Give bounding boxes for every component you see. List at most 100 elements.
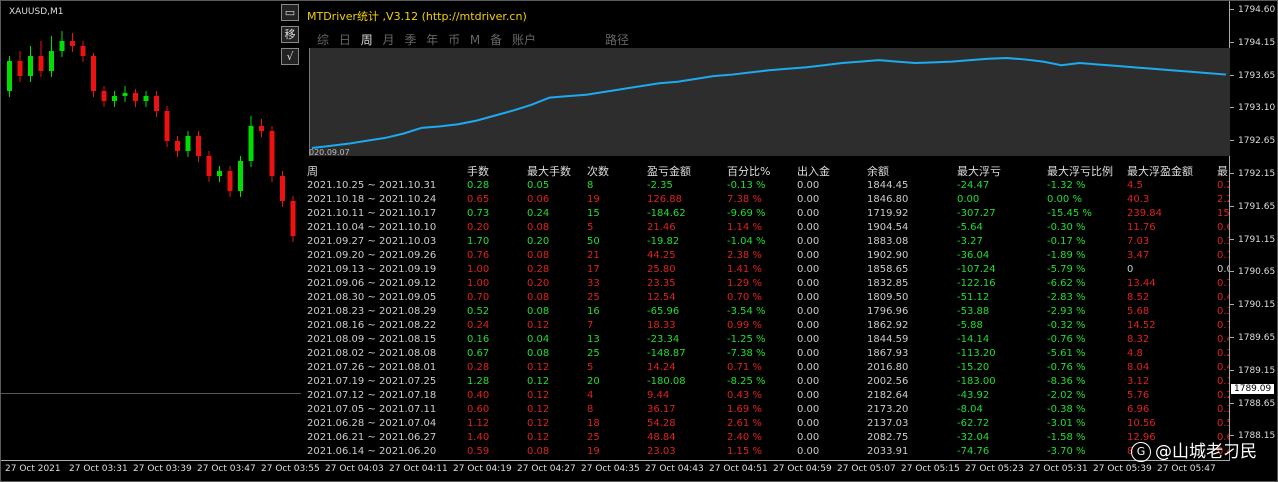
cell-profit: 48.84 bbox=[647, 432, 676, 443]
table-row[interactable]: 2021.06.21 ~ 2021.06.27 1.40 0.12 25 48.84 2.… bbox=[307, 431, 1229, 445]
equity-start-date: 020.09.07 bbox=[309, 148, 350, 157]
header-max-drawdown[interactable]: 最大浮亏 bbox=[957, 165, 1001, 178]
watermark: G @山城老刁民 bbox=[1131, 437, 1257, 462]
table-row[interactable]: 2021.06.14 ~ 2021.06.20 0.59 0.08 19 23.03 1.… bbox=[307, 445, 1229, 459]
tab-path[interactable]: 路径 bbox=[605, 33, 630, 47]
header-balance[interactable]: 余额 bbox=[867, 165, 889, 178]
cell-max-drawdown: -32.04 bbox=[957, 432, 990, 443]
table-row[interactable]: 2021.10.11 ~ 2021.10.17 0.73 0.24 15 -184.62… bbox=[307, 207, 1229, 221]
symbol-timeframe-label: XAUUSD,M1 bbox=[9, 7, 64, 17]
collapse-button[interactable]: ▭ bbox=[281, 4, 299, 21]
table-row[interactable]: 2021.10.25 ~ 2021.10.31 0.28 0.05 8 -2.35 -0.… bbox=[307, 179, 1229, 193]
tab-day[interactable]: 日 bbox=[338, 33, 351, 47]
cell-profit: 23.03 bbox=[647, 446, 676, 457]
current-price-badge: 1789.09 bbox=[1231, 384, 1275, 394]
time-tick: 27 Oct 05:39 bbox=[1093, 464, 1152, 474]
header-profit[interactable]: 盈亏金额 bbox=[647, 165, 691, 178]
cell-max-drawdown-pct: -15.45 % bbox=[1047, 208, 1092, 219]
period-tabs: 综 日 周 月 季 年 币 M 备 账户 bbox=[317, 31, 542, 48]
header-percent[interactable]: 百分比% bbox=[727, 165, 771, 178]
confirm-button[interactable]: √ bbox=[281, 48, 299, 65]
table-row[interactable]: 2021.10.18 ~ 2021.10.24 0.65 0.06 19 126.88 7… bbox=[307, 193, 1229, 207]
table-row[interactable]: 2021.08.23 ~ 2021.08.29 0.52 0.08 16 -65.96 -… bbox=[307, 305, 1229, 319]
table-row[interactable]: 2021.08.30 ~ 2021.09.05 0.70 0.08 25 12.54 0.… bbox=[307, 291, 1229, 305]
table-row[interactable]: 2021.09.13 ~ 2021.09.19 1.00 0.28 17 25.80 1.… bbox=[307, 263, 1229, 277]
cell-trades: 8 bbox=[587, 180, 594, 191]
cell-profit: 21.46 bbox=[647, 222, 676, 233]
time-axis[interactable]: 27 Oct 2021 27 Oct 03:31 27 Oct 03:39 27 Oc… bbox=[1, 460, 1229, 482]
horizontal-line[interactable] bbox=[1, 393, 301, 394]
cell-max-drawdown-pct: -0.32 % bbox=[1047, 320, 1086, 331]
cell-extra: 0.4 bbox=[1217, 292, 1229, 303]
tab-magic[interactable]: M bbox=[469, 33, 481, 47]
cell-max-lots: 0.20 bbox=[527, 236, 550, 247]
move-button[interactable]: 移 bbox=[281, 26, 299, 43]
time-tick: 27 Oct 03:55 bbox=[261, 464, 320, 474]
tab-account[interactable]: 账户 bbox=[511, 33, 536, 47]
cell-max-drawdown: -3.27 bbox=[957, 236, 983, 247]
header-trades[interactable]: 次数 bbox=[587, 165, 609, 178]
cell-percent: 2.40 % bbox=[727, 432, 762, 443]
cell-profit: -180.08 bbox=[647, 376, 686, 387]
price-tick: 1790.15 bbox=[1230, 300, 1278, 310]
cell-balance: 2033.91 bbox=[867, 446, 909, 457]
table-row[interactable]: 2021.07.26 ~ 2021.08.01 0.28 0.12 5 14.24 0.7… bbox=[307, 361, 1229, 375]
cell-max-lots: 0.08 bbox=[527, 250, 550, 261]
cell-percent: 7.38 % bbox=[727, 194, 762, 205]
tab-currency[interactable]: 币 bbox=[448, 33, 461, 47]
cell-max-drawdown: -74.76 bbox=[957, 446, 990, 457]
header-lots[interactable]: 手数 bbox=[467, 165, 489, 178]
table-body: 2021.10.25 ~ 2021.10.31 0.28 0.05 8 -2.35 -0.… bbox=[307, 179, 1229, 459]
cell-lots: 0.52 bbox=[467, 306, 490, 317]
cell-profit: -184.62 bbox=[647, 208, 686, 219]
tab-week[interactable]: 周 bbox=[360, 33, 373, 47]
cell-trades: 21 bbox=[587, 250, 600, 261]
cell-lots: 0.60 bbox=[467, 404, 490, 415]
cell-max-drawdown-pct: -1.32 % bbox=[1047, 180, 1086, 191]
cell-max-lots: 0.12 bbox=[527, 362, 550, 373]
tab-backup[interactable]: 备 bbox=[490, 33, 503, 47]
cell-profit: 12.54 bbox=[647, 292, 676, 303]
cell-max-drawdown-pct: -2.02 % bbox=[1047, 390, 1086, 401]
tab-quarter[interactable]: 季 bbox=[404, 33, 417, 47]
weekly-stats-table: 周手数 最大手数 次数 盈亏金额 百分比% 出入金 余额 最大浮亏 最大浮亏比例 最大浮盈金额最 … bbox=[307, 164, 1229, 459]
table-row[interactable]: 2021.09.20 ~ 2021.09.26 0.76 0.08 21 44.25 2.… bbox=[307, 249, 1229, 263]
table-row[interactable]: 2021.08.02 ~ 2021.08.08 0.67 0.08 25 -148.87… bbox=[307, 347, 1229, 361]
tab-month[interactable]: 月 bbox=[382, 33, 395, 47]
cell-percent: 2.38 % bbox=[727, 250, 762, 261]
cell-lots: 1.28 bbox=[467, 376, 490, 387]
table-row[interactable]: 2021.09.06 ~ 2021.09.12 1.00 0.20 33 23.35 1.… bbox=[307, 277, 1229, 291]
candle-body bbox=[80, 46, 86, 56]
header-week[interactable]: 周 bbox=[307, 165, 318, 178]
header-deposit[interactable]: 出入金 bbox=[797, 165, 830, 178]
cell-max-drawdown: -62.72 bbox=[957, 418, 990, 429]
header-max-float-profit[interactable]: 最大浮盈金额 bbox=[1127, 165, 1193, 178]
table-row[interactable]: 2021.09.27 ~ 2021.10.03 1.70 0.20 50 -19.82 -… bbox=[307, 235, 1229, 249]
time-tick: 27 Oct 04:43 bbox=[645, 464, 704, 474]
cell-max-lots: 0.12 bbox=[527, 320, 550, 331]
cell-deposit: 0.00 bbox=[797, 404, 820, 415]
header-max-drawdown-pct[interactable]: 最大浮亏比例 bbox=[1047, 165, 1113, 178]
header-max-lots[interactable]: 最大手数 bbox=[527, 165, 571, 178]
cell-extra: 0.4 bbox=[1217, 334, 1229, 345]
table-row[interactable]: 2021.08.09 ~ 2021.08.15 0.16 0.04 13 -23.34 -… bbox=[307, 333, 1229, 347]
cell-lots: 0.70 bbox=[467, 292, 490, 303]
time-tick: 27 Oct 04:51 bbox=[709, 464, 768, 474]
price-axis[interactable]: 1794.60 1794.15 1793.65 1793.10 1792.65 1792.… bbox=[1229, 1, 1278, 461]
cell-trades: 25 bbox=[587, 432, 600, 443]
cell-max-float-profit: 8 bbox=[1127, 446, 1134, 457]
table-row[interactable]: 2021.06.28 ~ 2021.07.04 1.12 0.12 18 54.28 2.… bbox=[307, 417, 1229, 431]
tab-summary[interactable]: 综 bbox=[317, 33, 330, 47]
cell-extra: 0.5 bbox=[1217, 418, 1229, 429]
table-row[interactable]: 2021.10.04 ~ 2021.10.10 0.20 0.08 5 21.46 1.1… bbox=[307, 221, 1229, 235]
header-extra[interactable]: 最 bbox=[1217, 165, 1228, 178]
table-row[interactable]: 2021.07.05 ~ 2021.07.11 0.60 0.12 8 36.17 1.6… bbox=[307, 403, 1229, 417]
table-row[interactable]: 2021.08.16 ~ 2021.08.22 0.24 0.12 7 18.33 0.9… bbox=[307, 319, 1229, 333]
candle-body bbox=[164, 111, 170, 141]
tab-year[interactable]: 年 bbox=[426, 33, 439, 47]
cell-balance: 2082.75 bbox=[867, 432, 909, 443]
cell-week: 2021.07.12 ~ 2021.07.18 bbox=[307, 390, 437, 401]
table-row[interactable]: 2021.07.19 ~ 2021.07.25 1.28 0.12 20 -180.08… bbox=[307, 375, 1229, 389]
table-row[interactable]: 2021.07.12 ~ 2021.07.18 0.40 0.12 4 9.44 0.43… bbox=[307, 389, 1229, 403]
cell-lots: 0.28 bbox=[467, 362, 490, 373]
